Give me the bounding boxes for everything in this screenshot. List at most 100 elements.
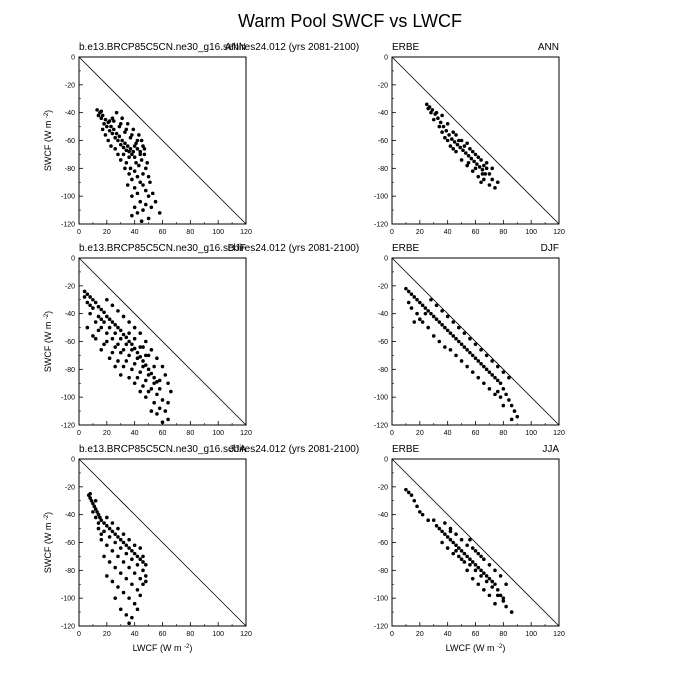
scatter-point [135,554,140,559]
scatter-point [100,127,105,132]
scatter-point [93,507,98,511]
scatter-point [482,163,486,168]
scatter-point [404,487,408,492]
scatter-point [135,607,140,612]
scatter-point [88,303,92,308]
scatter-point [441,124,446,129]
scatter-point [130,133,134,137]
scatter-point [91,306,95,310]
scatter-point [99,537,104,542]
scatter-point [88,491,92,496]
scatter-point [493,568,497,573]
scatter-point [124,551,129,556]
scatter-point [440,113,444,118]
scatter-points [86,491,148,626]
scatter-point [138,152,143,157]
scatter-point [160,364,165,369]
x-tick-label: 120 [240,229,252,236]
scatter-point [144,188,148,193]
scatter-point [470,353,475,358]
y-tick-label: -20 [65,283,75,290]
scatter-point [152,364,156,369]
y-tick-label: -40 [378,512,388,519]
scatter-point [113,135,117,140]
scatter-point [459,557,464,561]
scatter-point [82,295,87,299]
scatter-point [420,512,425,517]
scatter-point [465,568,469,573]
panel-season-label: ANN [225,42,246,53]
scatter-point [99,532,104,536]
scatter-point [149,387,154,391]
scatter-point [445,546,450,550]
scatter-point [457,138,461,143]
scatter-point [409,306,414,310]
scatter-point [116,309,120,313]
panel-season-label: JJA [229,444,246,455]
scatter-point [412,320,417,324]
scatter-point [135,350,140,355]
scatter-point [440,130,444,134]
scatter-point [130,615,134,620]
scatter-point [113,323,117,327]
scatter-point [107,325,112,330]
scatter-point [144,562,148,567]
y-tick-label: -60 [378,339,388,346]
scatter-point [139,158,144,162]
scatter-point [91,510,95,514]
scatter-point [116,526,120,531]
scatter-point [476,582,481,587]
scatter-point [135,562,140,567]
scatter-point [96,113,101,118]
scatter-point [470,560,475,564]
scatter-point [135,588,140,592]
x-tick-label: 40 [131,430,139,437]
scatter-point [125,144,130,148]
scatter-point [144,202,148,207]
scatter-point [109,124,113,129]
scatter-point [490,585,495,589]
scatter-point [111,119,116,123]
scatter-point [144,395,148,399]
scatter-point [99,317,104,322]
x-tick-label: 20 [103,430,111,437]
scatter-point [483,172,488,176]
scatter-point [166,417,170,422]
scatter-point [96,328,101,333]
scatter-point [454,336,458,341]
scatter-point [454,549,458,553]
one-to-one-line [78,257,247,426]
scatter-point [107,535,112,539]
scatter-point [490,166,495,171]
scatter-point [451,334,456,338]
scatter-point [440,529,444,534]
scatter-point [157,378,162,383]
scatter-point [445,122,450,126]
scatter-point [141,359,145,363]
scatter-point [448,529,453,534]
scatter-point [409,292,414,296]
scatter-point [99,109,104,114]
scatter-point [134,160,138,165]
scatter-point [118,328,123,333]
scatter-point [482,381,486,386]
scatter-point [107,356,112,361]
x-tick-label: 60 [472,430,480,437]
y-tick-label: -100 [61,194,75,201]
x-tick-label: 100 [525,631,537,638]
y-tick-label: -120 [61,222,75,229]
scatter-point [99,325,104,330]
x-tick-label: 100 [212,631,224,638]
scatter-point [462,560,467,564]
scatter-point [495,180,500,185]
scatter-point [125,183,130,187]
scatter-point [418,300,422,305]
scatter-point [153,199,158,204]
y-tick-label: -60 [65,339,75,346]
scatter-point [110,529,115,534]
scatter-point [498,381,503,386]
scatter-point [501,387,506,391]
scatter-point [128,147,133,151]
scatter-point [142,147,147,151]
scatter-point [412,295,417,299]
